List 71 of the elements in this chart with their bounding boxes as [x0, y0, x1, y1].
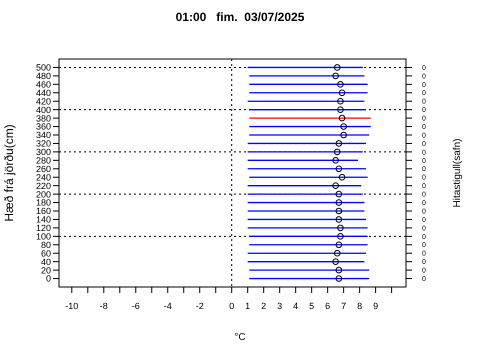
point: [337, 81, 344, 88]
y-tick-label: 80: [40, 240, 51, 250]
point: [336, 275, 342, 282]
y-tick-label: 460: [36, 79, 51, 90]
y-tick-label: 420: [36, 96, 51, 106]
x-tick-label: -2: [196, 301, 204, 311]
x-tick-label: 8: [357, 301, 362, 311]
point: [334, 250, 341, 257]
x-tick-label: 6: [325, 301, 330, 311]
point: [334, 148, 341, 156]
point: [336, 199, 342, 206]
point: [340, 123, 347, 130]
point: [337, 233, 344, 240]
y-tick-label: 20: [40, 265, 51, 276]
y-tick-label: 480: [36, 71, 51, 82]
y-tick-label: 0: [46, 274, 51, 284]
point: [337, 98, 344, 105]
x-tick-label: -6: [132, 301, 140, 311]
point: [340, 132, 347, 138]
x-tick-label: -10: [65, 301, 78, 311]
x-tick-label: 5: [309, 301, 314, 311]
chart-title: 01:00 fim. 03/07/2025: [176, 10, 305, 24]
y-tick-label: 360: [36, 122, 51, 132]
point: [338, 174, 346, 181]
x-tick-label: 4: [293, 301, 298, 311]
point: [336, 140, 342, 147]
point: [336, 216, 342, 223]
x-tick-label: 9: [373, 301, 378, 311]
point: [336, 266, 342, 274]
y-axis-title: Hæð frá jörðu(cm): [2, 124, 16, 222]
y-tick-label: 100: [36, 231, 51, 242]
y-tick-label: 160: [36, 206, 51, 216]
y-tick-label: 40: [40, 256, 51, 267]
point: [336, 241, 342, 248]
x-tick-label: -4: [164, 301, 172, 311]
x-tick-label: 3: [277, 301, 282, 311]
point: [336, 190, 342, 198]
point: [332, 72, 339, 80]
y-tick-label: 400: [36, 104, 51, 115]
y-tick-label: 140: [36, 214, 51, 225]
x-tick-label: -8: [100, 301, 108, 311]
point: [334, 64, 341, 71]
point: [338, 114, 346, 122]
y-tick-label: 440: [36, 88, 51, 98]
point: [332, 157, 339, 164]
y-tick-label: 60: [40, 248, 51, 258]
y2-axis-title: Hitastigull(safn): [452, 138, 463, 208]
point: [336, 165, 342, 172]
y-tick-label: 120: [36, 223, 51, 234]
y-tick-label: 220: [36, 180, 51, 191]
y-tick-label: 340: [36, 130, 51, 140]
y-tick-label: 180: [36, 198, 51, 208]
point: [332, 182, 339, 189]
y-tick-label: 200: [36, 189, 51, 200]
x-tick-label: 7: [341, 301, 346, 311]
y-tick-label: 240: [36, 172, 51, 182]
y-tick-label: 260: [36, 164, 51, 174]
x-axis-title: °C: [234, 332, 246, 343]
x-tick-label: 0: [229, 301, 234, 311]
y-tick-label: 300: [36, 147, 51, 158]
x-tick-label: 1: [245, 301, 250, 311]
y-tick-label: 320: [36, 138, 51, 149]
point: [337, 224, 344, 232]
x-tick-label: 2: [261, 301, 266, 311]
y-tick-label: 380: [36, 113, 51, 124]
y-tick-label: 500: [36, 62, 51, 73]
point: [332, 258, 339, 265]
y-tick-label: 280: [36, 155, 51, 166]
point: [337, 106, 344, 113]
point: [336, 208, 342, 214]
point: [338, 89, 346, 96]
